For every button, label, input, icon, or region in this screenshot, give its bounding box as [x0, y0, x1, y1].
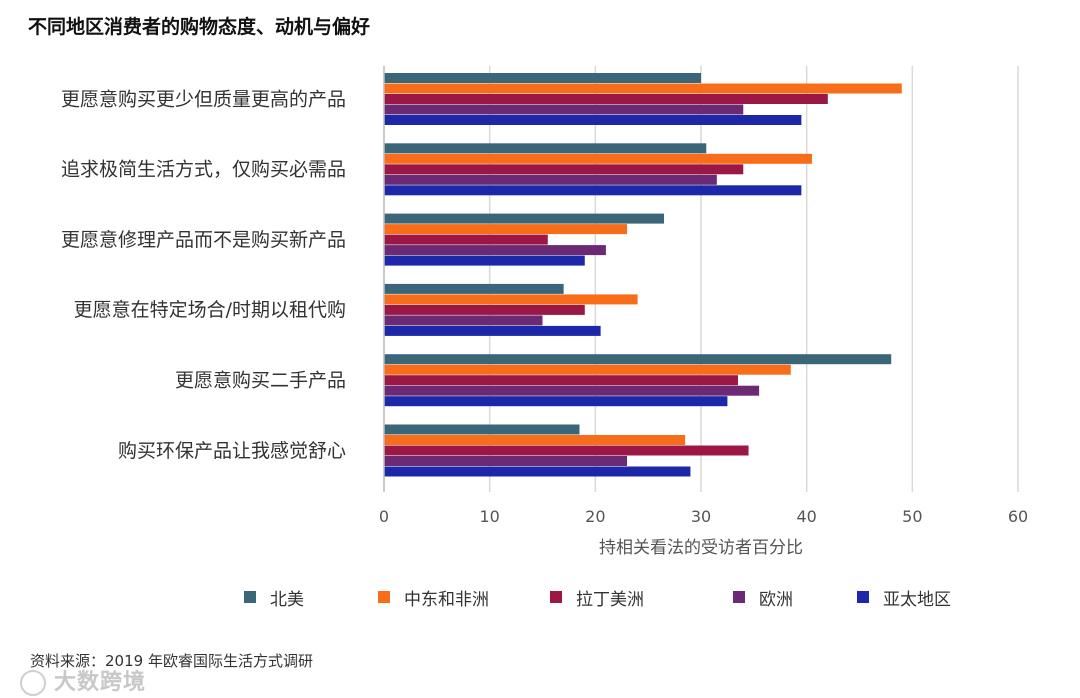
legend-item: 拉丁美洲	[550, 583, 644, 611]
category-label: 更愿意购买二手产品	[175, 369, 346, 391]
bar	[384, 466, 691, 477]
bar	[384, 115, 802, 125]
x-tick-label: 10	[479, 507, 499, 526]
watermark-text: 大数跨境	[54, 670, 147, 695]
bar	[384, 73, 701, 83]
bar	[384, 234, 548, 245]
chart-title: 不同地区消费者的购物态度、动机与偏好	[28, 16, 371, 38]
legend-label: 北美	[270, 589, 304, 610]
bar	[384, 396, 728, 407]
legend-item: 中东和非洲	[378, 583, 489, 611]
bar	[384, 104, 744, 115]
bar	[384, 83, 902, 94]
bar	[384, 245, 606, 256]
bar	[384, 445, 749, 456]
bar-chart: 0 10 20 30 40 50 60 持相关看法的受访者百分比 更愿意购买更少但质量更高的产品…	[61, 66, 1028, 558]
bar	[384, 153, 812, 164]
bar	[384, 255, 585, 266]
legend: 北美 中东和非洲 拉丁美洲 欧洲 亚太地区	[0, 583, 1080, 611]
bar	[384, 456, 628, 466]
bar	[384, 283, 564, 294]
legend-swatch	[733, 591, 745, 603]
bar	[384, 94, 828, 104]
bar	[384, 315, 543, 326]
legend-item: 亚太地区	[857, 583, 951, 611]
bar	[384, 375, 738, 386]
bar	[384, 164, 744, 175]
x-tick-label: 0	[379, 507, 389, 526]
source-note: 资料来源：2019 年欧睿国际生活方式调研	[30, 652, 313, 670]
bar	[384, 304, 585, 315]
category-label: 更愿意在特定场合/时期以租代购	[74, 299, 346, 321]
x-tick-label: 50	[902, 507, 922, 526]
legend-swatch	[550, 591, 562, 603]
legend-item: 北美	[244, 583, 304, 611]
legend-label: 欧洲	[759, 589, 793, 610]
watermark: 大数跨境	[20, 664, 146, 696]
x-tick-label: 20	[585, 507, 605, 526]
bar	[384, 294, 638, 305]
category-label: 更愿意购买更少但质量更高的产品	[61, 88, 346, 110]
bar	[384, 224, 628, 235]
bar	[384, 364, 791, 375]
category-label: 追求极简生活方式，仅购买必需品	[61, 159, 346, 181]
bar	[384, 435, 686, 445]
x-tick-label: 40	[796, 507, 816, 526]
legend-swatch	[244, 591, 256, 603]
bar	[384, 143, 707, 154]
legend-swatch	[857, 591, 869, 603]
bar	[384, 185, 802, 196]
category-label: 购买环保产品让我感觉舒心	[118, 440, 346, 462]
category-label: 更愿意修理产品而不是购买新产品	[61, 229, 346, 251]
legend-label: 中东和非洲	[404, 589, 489, 610]
legend-label: 亚太地区	[883, 589, 951, 610]
x-axis-title: 持相关看法的受访者百分比	[599, 538, 803, 558]
watermark-logo-icon	[20, 670, 46, 696]
bar	[384, 213, 665, 224]
bar	[384, 424, 580, 435]
bar	[384, 385, 760, 396]
bar	[384, 174, 717, 185]
bar	[384, 325, 601, 336]
legend-item: 欧洲	[733, 583, 793, 611]
bar	[384, 354, 892, 365]
legend-swatch	[378, 591, 390, 603]
legend-label: 拉丁美洲	[576, 589, 644, 610]
x-tick-label: 30	[691, 507, 711, 526]
x-tick-label: 60	[1008, 507, 1028, 526]
